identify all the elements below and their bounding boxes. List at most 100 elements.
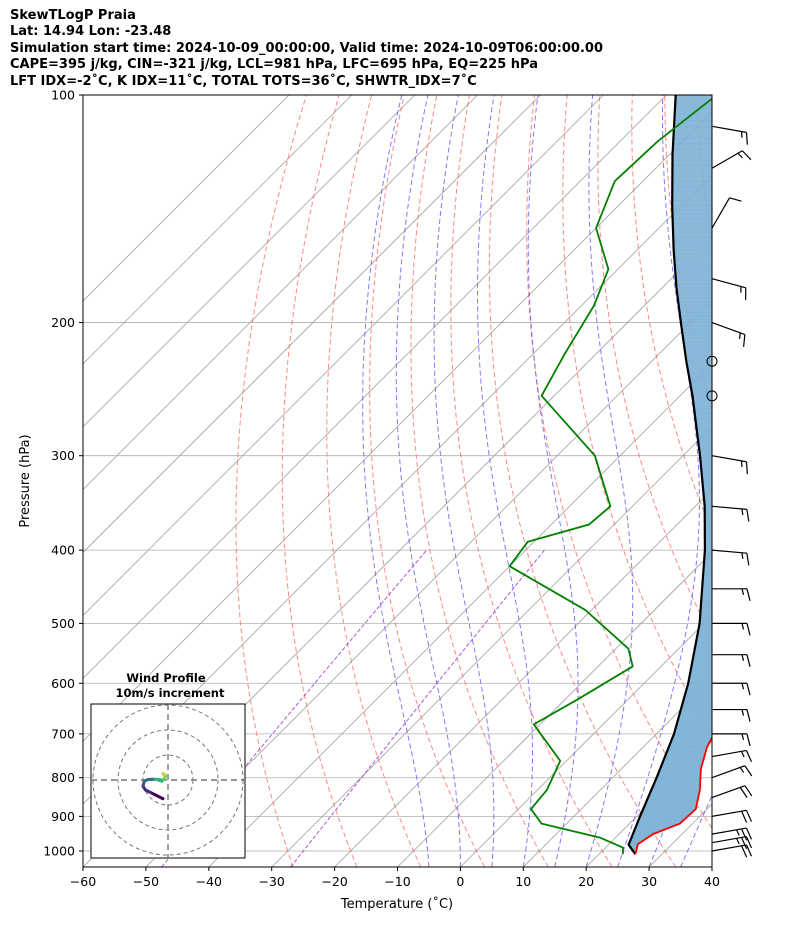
cin-area — [701, 478, 712, 482]
barb-shaft — [711, 785, 746, 799]
y-tick-label: 100 — [51, 88, 75, 103]
isotherm-line — [271, 426, 712, 867]
cin-area — [684, 347, 712, 352]
cin-area — [672, 143, 712, 150]
cin-area — [702, 484, 712, 488]
y-tick-label: 700 — [51, 726, 75, 741]
cin-area — [698, 448, 712, 452]
cin-area — [694, 415, 712, 420]
wind-barb — [711, 125, 748, 145]
barb-flag-full — [745, 132, 748, 145]
cin-area — [673, 240, 712, 246]
cin-area — [682, 338, 712, 343]
y-tick-label: 200 — [51, 315, 75, 330]
cin-area — [690, 387, 712, 391]
moist-adiabat-line — [527, 95, 579, 867]
cin-area — [674, 264, 712, 270]
cin-area — [680, 318, 712, 323]
wind-barb — [712, 654, 751, 667]
x-tick-label: 40 — [704, 874, 720, 889]
x-tick-label: −30 — [259, 874, 285, 889]
dewpoint-line — [508, 97, 712, 855]
wind-barb — [711, 322, 746, 347]
cin-area — [693, 403, 712, 407]
barb-shaft — [711, 844, 747, 852]
cin-area — [691, 392, 712, 397]
cin-area — [697, 439, 712, 443]
cin-area — [692, 400, 712, 404]
cin-area — [675, 280, 712, 285]
y-tick-label: 300 — [51, 448, 75, 463]
barb-flag-half — [741, 552, 744, 559]
wind-barb — [706, 355, 718, 367]
barb-flag-half — [741, 733, 745, 741]
cin-area — [701, 595, 712, 598]
cin-area — [704, 554, 712, 557]
cin-area — [700, 598, 712, 601]
mixing-ratio-line — [161, 549, 427, 867]
wind-barb — [711, 827, 753, 841]
cin-area — [678, 308, 712, 313]
cin-area — [700, 599, 712, 603]
cin-area — [702, 482, 712, 486]
cin-area — [700, 466, 712, 469]
cin-area — [701, 472, 712, 476]
cin-area — [672, 223, 712, 229]
cin-area — [673, 131, 712, 139]
cin-area — [702, 579, 712, 582]
cin-area — [677, 298, 712, 303]
barb-flag-full — [746, 553, 750, 566]
cin-area — [702, 490, 712, 494]
barb-flag-full — [740, 837, 748, 850]
barb-shaft — [711, 278, 746, 289]
x-tick-label: −10 — [384, 874, 410, 889]
cin-area — [701, 585, 712, 588]
barb-flag-full — [746, 509, 750, 522]
dry-adiabat-line — [450, 95, 613, 867]
cin-area — [704, 502, 712, 505]
barb-flag-half — [741, 683, 745, 690]
wind-barb — [711, 809, 753, 823]
barb-flag-half — [741, 588, 745, 595]
cin-area — [702, 480, 712, 484]
dry-adiabat-line — [562, 95, 712, 737]
cin-area — [702, 573, 712, 576]
isotherm-line — [83, 95, 353, 365]
cin-area — [700, 463, 712, 467]
cin-area — [671, 209, 712, 215]
cin-area — [704, 531, 712, 534]
cin-area — [685, 359, 712, 364]
moist-adiabat-line — [617, 95, 701, 867]
barb-flag-full — [739, 787, 748, 798]
wind-barb — [712, 708, 751, 722]
cin-area — [683, 344, 712, 349]
moist-adiabat-line — [680, 794, 712, 867]
cin-area — [702, 488, 712, 492]
cin-area — [679, 315, 712, 320]
barb-flag-half — [737, 152, 743, 159]
wind-barb — [712, 682, 751, 696]
cin-area — [704, 546, 712, 549]
y-tick-label: 1000 — [43, 843, 75, 858]
cin-area — [696, 432, 712, 436]
wind-barb — [711, 455, 748, 475]
barb-flag-half — [740, 751, 745, 758]
cin-area — [704, 507, 712, 511]
y-tick-label: 400 — [51, 543, 75, 558]
barb-shaft — [711, 765, 746, 779]
y-tick-label: 800 — [51, 770, 75, 785]
temperature-line — [634, 735, 712, 855]
barb-flag-half — [739, 767, 745, 773]
dry-adiabat-line — [369, 95, 485, 867]
cin-area — [695, 420, 712, 424]
cin-area — [686, 365, 712, 369]
cin-area — [671, 175, 712, 182]
cin-area — [694, 410, 712, 415]
isotherm-line — [397, 551, 712, 867]
cin-area — [672, 214, 712, 220]
cin-area — [700, 461, 712, 465]
cin-area — [702, 576, 712, 579]
cin-area — [673, 253, 712, 258]
cin-area — [701, 474, 712, 478]
